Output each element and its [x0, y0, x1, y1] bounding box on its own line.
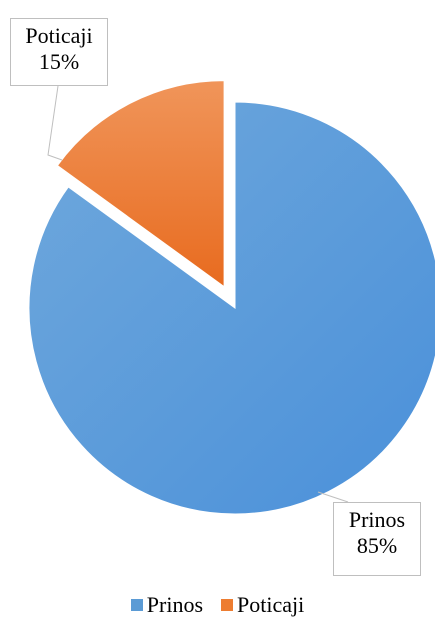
data-label-prinos-value: 85% [356, 533, 398, 558]
pie-slice-prinos [28, 101, 435, 515]
leader-line-prinos [317, 491, 349, 503]
data-label-poticaji: Poticaji 15% [10, 18, 108, 86]
data-label-poticaji-name: Poticaji [25, 23, 93, 48]
data-label-prinos-name: Prinos [348, 507, 406, 532]
pie-slice-poticaji [56, 80, 225, 288]
legend-swatch-prinos [130, 599, 143, 611]
legend-label-poticaji: Poticaji [237, 592, 305, 617]
legend-item-poticaji: Poticaji [221, 592, 304, 618]
legend-item-prinos: Prinos [130, 592, 204, 618]
legend-swatch-poticaji [221, 599, 234, 611]
data-label-poticaji-value: 15% [38, 49, 80, 74]
leader-line-poticaji [47, 85, 63, 161]
data-label-prinos: Prinos 85% [333, 502, 421, 576]
legend-label-prinos: Prinos [146, 592, 204, 617]
legend: Prinos Poticaji [0, 592, 435, 618]
